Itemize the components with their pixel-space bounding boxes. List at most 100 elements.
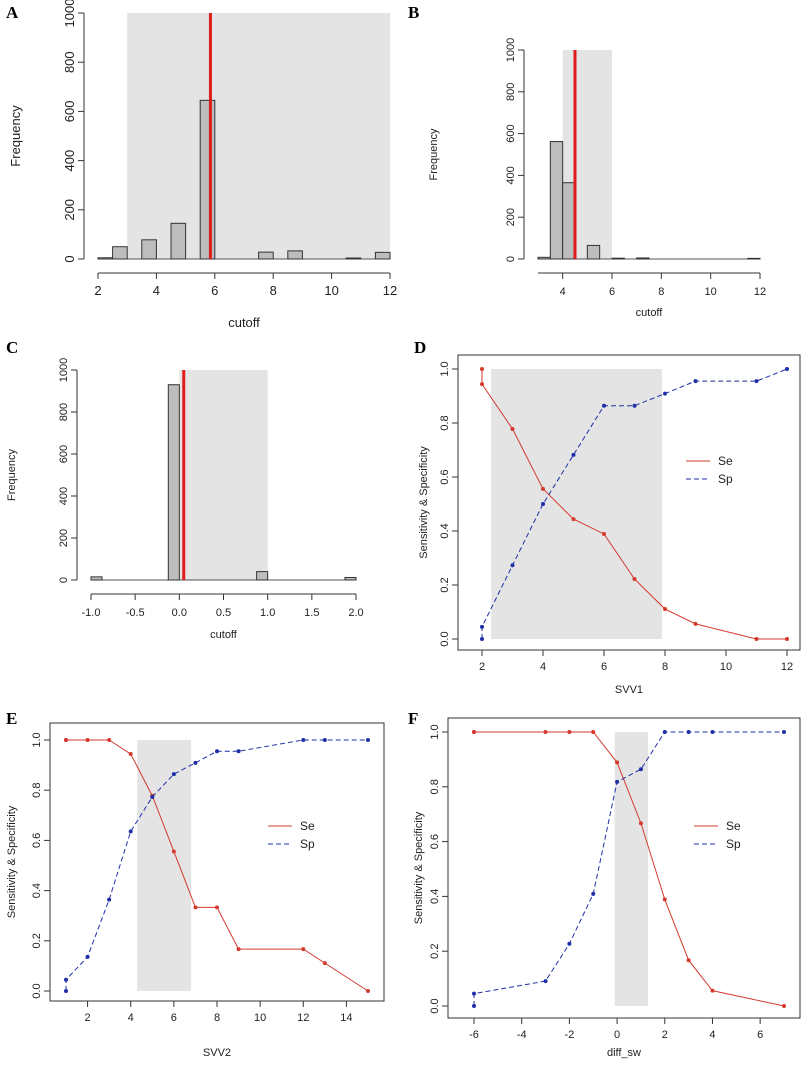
- x-tick-label: 0.0: [172, 607, 187, 619]
- y-tick-label: 0.6: [31, 833, 43, 848]
- x-tick-label: 12: [781, 661, 793, 673]
- histogram-a: A 0 200 400 600 800 1000 2 4 6 8 10 12 cutoff Frequen…: [6, 0, 397, 330]
- data-point-se: [480, 382, 484, 387]
- plot-frame: [447, 717, 801, 1019]
- histogram-bar: [537, 256, 551, 260]
- data-point-sp: [215, 749, 219, 754]
- data-point-sp: [615, 779, 620, 784]
- roc-plot-d: D 0.0 0.2 0.4 0.6 0.8 1.0 2 4 6 8 10 12 SVV1 Sensitiv…: [414, 338, 801, 696]
- y-tick-label: 800: [505, 83, 517, 101]
- x-tick-label: -2: [564, 1029, 574, 1041]
- data-point-sp: [107, 897, 112, 902]
- data-point-se: [128, 752, 133, 757]
- panel-f: F 0.0 0.2 0.4 0.6 0.8 1.0 -6 -4 -2 0 2 4 6 diff_sw Sen…: [402, 708, 804, 1078]
- data-point-sp: [193, 760, 198, 765]
- data-point-se: [85, 738, 90, 742]
- data-point-se: [215, 905, 219, 910]
- data-point-sp: [591, 891, 596, 896]
- histogram-bar: [167, 384, 180, 581]
- x-tick-label: 6: [171, 1012, 177, 1024]
- x-axis-label: SVV2: [203, 1047, 231, 1059]
- data-point-sp: [64, 989, 68, 993]
- data-point-sp: [662, 730, 667, 734]
- data-point-se: [366, 989, 370, 993]
- shaded-interval: [614, 732, 649, 1006]
- shaded-interval: [179, 370, 268, 580]
- x-tick-label: 8: [270, 283, 277, 298]
- y-axis-label: Frequency: [8, 105, 23, 167]
- legend-label-se: Se: [300, 819, 315, 833]
- panel-label-f: F: [408, 709, 418, 728]
- data-point-sp: [543, 979, 548, 984]
- histogram-bar: [258, 251, 274, 260]
- histogram-bar: [141, 239, 157, 260]
- data-point-se: [638, 821, 643, 826]
- data-point-sp: [785, 367, 789, 371]
- data-point-se: [541, 486, 545, 491]
- data-point-sp: [171, 772, 176, 777]
- data-point-se: [193, 905, 198, 910]
- x-tick-label: -1.0: [82, 607, 101, 619]
- y-tick-label: 600: [505, 124, 517, 142]
- y-tick-label: 0.0: [429, 998, 441, 1013]
- y-axis-label: Frequency: [6, 449, 18, 501]
- x-tick-label: 8: [662, 661, 668, 673]
- series-line-se: [66, 739, 369, 992]
- shaded-interval: [137, 740, 192, 991]
- y-tick-label: 0.0: [31, 983, 43, 998]
- histogram-c: C 0 200 400 600 800 1000 -1.0 -0.5 0.0 0.5 1.0 1.5 2…: [6, 338, 364, 641]
- data-point-se: [662, 897, 667, 902]
- data-point-sp: [150, 794, 155, 799]
- data-point-sp: [128, 829, 133, 834]
- x-tick-label: 2: [94, 283, 101, 298]
- x-tick-label: 6: [609, 286, 615, 298]
- data-point-sp: [366, 738, 370, 742]
- x-tick-label: 12: [754, 286, 766, 298]
- histogram-bar: [586, 244, 601, 260]
- y-axis-label: Sensitivity & Specificity: [418, 446, 430, 559]
- x-tick-label: 2: [662, 1029, 668, 1041]
- x-tick-label: -6: [469, 1029, 479, 1041]
- histogram-bar: [344, 576, 357, 581]
- histogram-bar: [170, 222, 187, 260]
- x-tick-label: 4: [709, 1029, 715, 1041]
- x-tick-label: 12: [297, 1012, 309, 1024]
- x-tick-label: 6: [757, 1029, 763, 1041]
- y-axis-label: Sensitivity & Specificity: [413, 811, 425, 924]
- x-tick-label: 2: [85, 1012, 91, 1024]
- histogram-bar: [549, 141, 564, 260]
- x-axis-label: cutoff: [210, 629, 238, 641]
- x-tick-label: 10: [720, 661, 732, 673]
- legend-label-se: Se: [718, 454, 733, 468]
- data-point-se: [602, 531, 606, 536]
- data-point-se: [615, 760, 620, 765]
- data-point-sp: [632, 403, 637, 408]
- y-axis-label: Frequency: [428, 128, 440, 180]
- legend-label-sp: Sp: [300, 837, 315, 851]
- y-tick-label: 0.4: [439, 523, 451, 538]
- panel-b: B 0 200 400 600 800 1000 4 6 8 10 12 cutoff Frequenc…: [402, 0, 804, 345]
- data-point-se: [710, 988, 715, 993]
- data-point-se: [480, 367, 484, 371]
- y-tick-label: 0.2: [439, 577, 451, 592]
- data-point-sp: [510, 563, 515, 568]
- x-tick-label: 6: [211, 283, 218, 298]
- y-tick-label: 0.4: [429, 889, 441, 904]
- panel-d: D 0.0 0.2 0.4 0.6 0.8 1.0 2 4 6 8 10 12 SVV1 Sensitiv…: [402, 335, 804, 696]
- x-axis-label: diff_sw: [607, 1047, 641, 1059]
- y-tick-label: 600: [58, 445, 70, 463]
- data-point-sp: [85, 954, 90, 959]
- data-point-sp: [541, 502, 545, 506]
- y-tick-label: 0.2: [429, 944, 441, 959]
- data-point-sp: [236, 749, 241, 754]
- histogram-bar: [90, 576, 103, 581]
- x-tick-label: 10: [705, 286, 717, 298]
- data-point-sp: [472, 991, 476, 996]
- data-point-se: [472, 730, 476, 734]
- data-point-se: [322, 961, 327, 966]
- y-tick-label: 0.6: [429, 834, 441, 849]
- shaded-interval: [127, 13, 390, 259]
- histogram-bar: [345, 257, 362, 260]
- histogram-bar: [611, 257, 625, 260]
- y-axis-label: Sensitivity & Specificity: [6, 805, 18, 918]
